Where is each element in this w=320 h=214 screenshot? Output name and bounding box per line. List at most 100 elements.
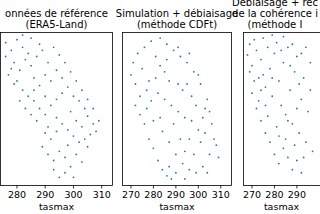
scatter-point: [19, 100, 21, 102]
scatter-point: [61, 92, 63, 94]
scatter-point: [271, 34, 273, 36]
scatter-point: [30, 65, 32, 67]
x-tick: [198, 185, 199, 189]
scatter-point: [25, 59, 27, 61]
scatter-point: [50, 105, 52, 107]
scatter-point: [75, 80, 77, 82]
scatter-point: [162, 169, 164, 171]
x-tick: [274, 185, 275, 189]
x-tick: [16, 185, 17, 189]
scatter-point: [137, 53, 139, 55]
scatter-point: [182, 163, 184, 165]
scatter-point: [276, 42, 278, 44]
scatter-point: [95, 131, 97, 133]
scatter-point: [262, 37, 264, 39]
scatter-point: [10, 49, 12, 51]
scatter-point: [53, 46, 55, 48]
scatter-point: [170, 178, 172, 180]
scatter-point: [296, 56, 298, 58]
scatter-point: [36, 56, 38, 58]
scatter-point: [274, 154, 276, 156]
scatter-point: [298, 83, 300, 85]
scatter-point: [75, 154, 77, 156]
scatter-point: [150, 40, 152, 42]
x-tick: [251, 185, 252, 189]
scatter-point: [204, 108, 206, 110]
scatter-point: [184, 117, 186, 119]
scatter-point: [70, 71, 72, 73]
scatter-point: [269, 141, 271, 143]
scatter-point: [265, 132, 267, 134]
scatter-point: [267, 46, 269, 48]
scatter-point: [70, 166, 72, 168]
chart-title: onnées de référence(ERA5-Land): [5, 8, 108, 30]
x-tick-label: 280: [8, 189, 26, 200]
chart-title: Débiaisage + recde la cohérence i(méthod…: [232, 0, 318, 30]
scatter-point: [193, 154, 195, 156]
scatter-point: [139, 114, 141, 116]
scatter-point: [92, 108, 94, 110]
scatter-point: [67, 86, 69, 88]
scatter-point: [280, 105, 282, 107]
scatter-point: [251, 92, 253, 94]
scatter-point: [195, 105, 197, 107]
scatter-point: [253, 39, 255, 41]
scatter-point: [67, 129, 69, 131]
scatter-point: [291, 123, 293, 125]
axes-frame: [1, 33, 113, 186]
scatter-point: [265, 105, 267, 107]
scatter-point: [303, 157, 305, 159]
scatter-point: [73, 135, 75, 137]
scatter-point: [33, 100, 35, 102]
scatter-point: [162, 131, 164, 133]
scatter-point: [303, 77, 305, 79]
scatter-point: [150, 100, 152, 102]
scatter-point: [78, 141, 80, 143]
scatter-point: [166, 175, 168, 177]
scatter-point: [285, 138, 287, 140]
scatter-point: [188, 138, 190, 140]
scatter-point: [81, 126, 83, 128]
scatter-point: [30, 114, 32, 116]
scatter-point: [184, 150, 186, 152]
scatter-point: [16, 80, 18, 82]
scatter-point: [285, 114, 287, 116]
scatter-point: [283, 36, 285, 38]
scatter-point: [84, 108, 86, 110]
scatter-point: [22, 34, 24, 36]
scatter-point: [256, 108, 258, 110]
scatter-point: [200, 141, 202, 143]
scatter-point: [73, 176, 75, 178]
scatter-point: [39, 108, 41, 110]
scatter-point: [58, 54, 60, 56]
x-tick: [220, 185, 221, 189]
scatter-point: [33, 89, 35, 91]
scatter-point: [141, 68, 143, 70]
scatter-point: [291, 169, 293, 171]
scatter-point: [309, 62, 311, 64]
scatter-point: [75, 120, 77, 122]
axes-frame: [244, 33, 320, 186]
scatter-point: [139, 95, 141, 97]
scatter-point: [81, 89, 83, 91]
scatter-point: [280, 49, 282, 51]
x-tick-label: 270: [122, 189, 140, 200]
scatter-point: [262, 74, 264, 76]
scatter-point: [283, 62, 285, 64]
scatter-point: [53, 160, 55, 162]
scatter-point: [146, 89, 148, 91]
scatter-point: [312, 150, 314, 152]
scatter-point: [36, 120, 38, 122]
x-tick: [45, 185, 46, 189]
scatter-point: [287, 120, 289, 122]
scatter-point: [73, 95, 75, 97]
scatter-point: [19, 69, 21, 71]
scatter-point: [166, 59, 168, 61]
scatter-point: [47, 126, 49, 128]
scatter-point: [90, 134, 92, 136]
scatter-point: [249, 71, 251, 73]
scatter-point: [300, 53, 302, 55]
scatter-point: [27, 53, 29, 55]
scatter-point: [16, 39, 18, 41]
scatter-point: [135, 83, 137, 85]
